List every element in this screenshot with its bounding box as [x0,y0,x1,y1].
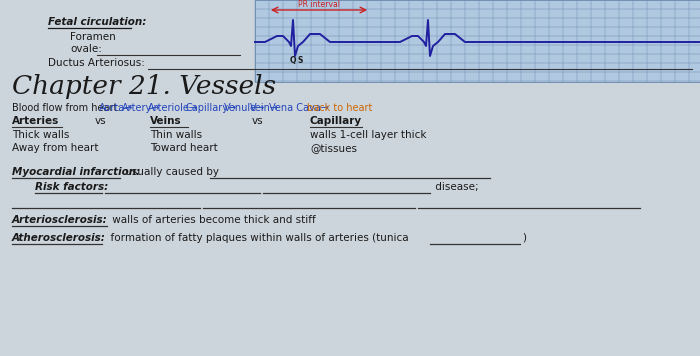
Text: Myocardial infarction:: Myocardial infarction: [12,167,140,177]
Text: formation of fatty plaques within walls of arteries (tunica: formation of fatty plaques within walls … [104,233,412,243]
Text: Thin walls: Thin walls [150,130,202,140]
Text: Veins: Veins [150,116,181,126]
Text: ovale:: ovale: [70,44,102,54]
Bar [255,0,700,82]
Text: Arteriole→: Arteriole→ [148,103,198,113]
Text: back to heart: back to heart [307,103,372,113]
Text: Arteries: Arteries [12,116,60,126]
Text: vs: vs [252,116,264,126]
Text: S: S [298,56,302,65]
Text: Venule→: Venule→ [224,103,265,113]
Text: @tissues: @tissues [310,143,357,153]
Text: Capillary: Capillary [310,116,362,126]
Text: Ductus Arteriosus:: Ductus Arteriosus: [48,58,145,68]
Text: Capillary→: Capillary→ [186,103,237,113]
Text: Vein→: Vein→ [250,103,279,113]
Text: Toward heart: Toward heart [150,143,218,153]
Text: vs: vs [95,116,106,126]
Text: usually caused by: usually caused by [122,167,223,177]
Text: PR interval: PR interval [298,0,340,9]
Text: ): ) [522,233,526,243]
Text: walls of arteries become thick and stiff: walls of arteries become thick and stiff [109,215,316,225]
Text: Artery→: Artery→ [122,103,160,113]
Text: Foramen: Foramen [70,32,116,42]
Text: Thick walls: Thick walls [12,130,69,140]
Text: Chapter 21. Vessels: Chapter 21. Vessels [12,74,276,99]
Text: Arteriosclerosis:: Arteriosclerosis: [12,215,108,225]
Text: Fetal circulation:: Fetal circulation: [48,17,146,27]
Text: Blood flow from heart:: Blood flow from heart: [12,103,124,113]
Text: walls 1-cell layer thick: walls 1-cell layer thick [310,130,426,140]
Text: Away from heart: Away from heart [12,143,99,153]
Text: Vena Cava→: Vena Cava→ [269,103,329,113]
Text: Atherosclerosis:: Atherosclerosis: [12,233,106,243]
Text: disease;: disease; [432,182,479,192]
Text: Aorta→: Aorta→ [99,103,133,113]
Text: Risk factors:: Risk factors: [35,182,108,192]
Text: Q: Q [290,56,296,65]
